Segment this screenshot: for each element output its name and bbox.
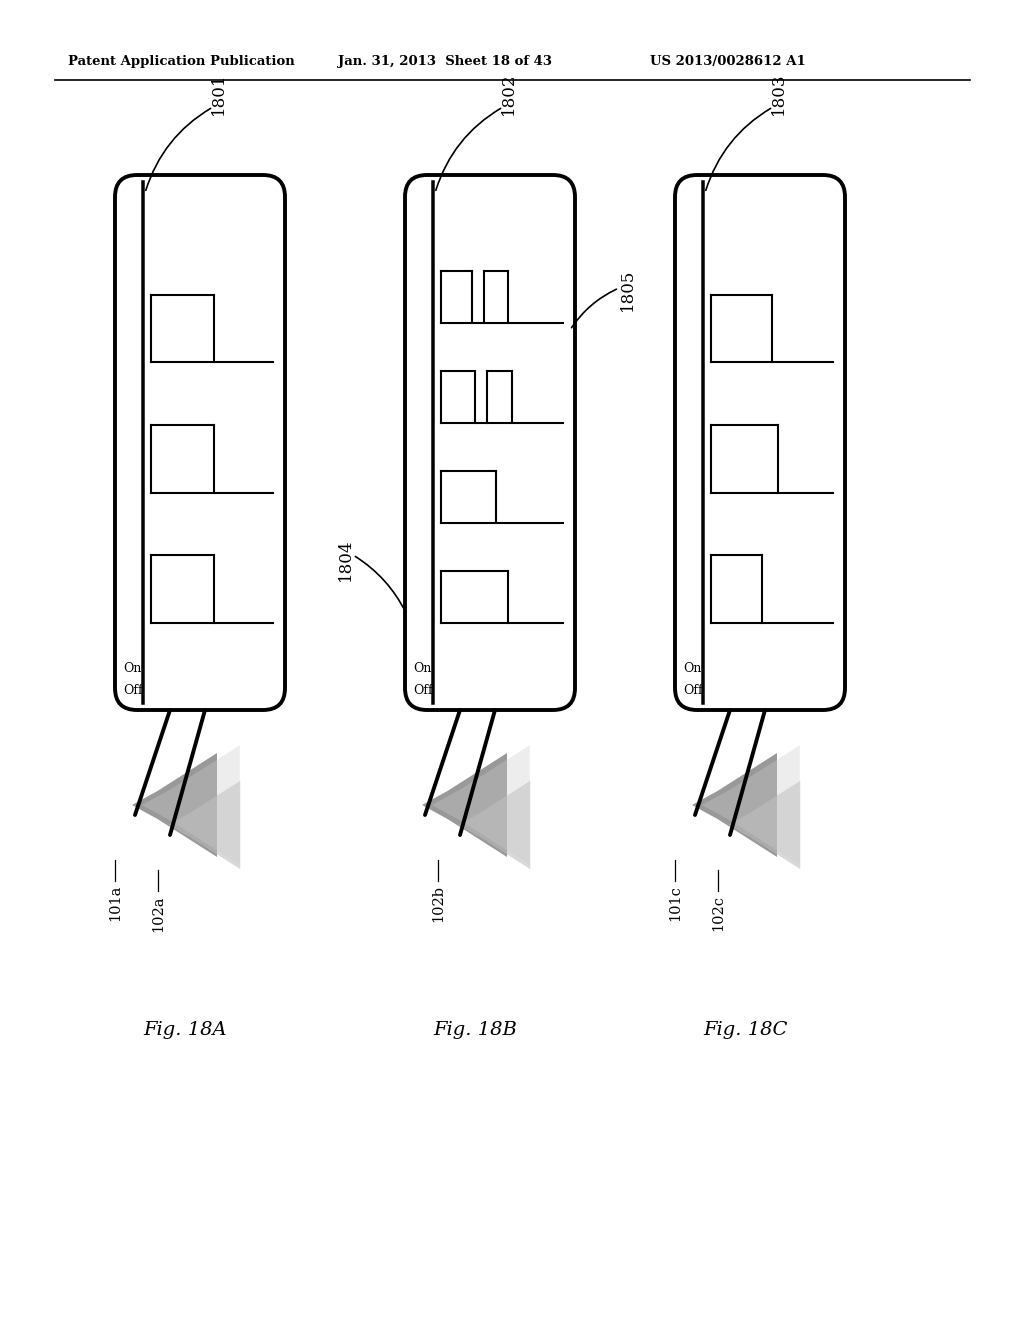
Text: Jan. 31, 2013  Sheet 18 of 43: Jan. 31, 2013 Sheet 18 of 43 [338, 55, 552, 69]
FancyBboxPatch shape [115, 176, 285, 710]
Text: 1801: 1801 [210, 73, 226, 115]
Text: 1803: 1803 [769, 73, 786, 115]
Polygon shape [458, 781, 530, 869]
Text: On: On [123, 661, 141, 675]
Polygon shape [692, 752, 777, 857]
Text: 102c: 102c [711, 895, 725, 931]
Text: 1804: 1804 [337, 539, 353, 581]
Text: 102b: 102b [431, 884, 445, 921]
Polygon shape [432, 746, 529, 865]
Text: Off: Off [123, 684, 142, 697]
Polygon shape [702, 746, 800, 865]
Text: Patent Application Publication: Patent Application Publication [68, 55, 295, 69]
Text: 102a: 102a [151, 895, 165, 932]
Text: 101a: 101a [108, 884, 122, 921]
Polygon shape [422, 752, 507, 857]
Text: Off: Off [413, 684, 432, 697]
Text: Off: Off [683, 684, 702, 697]
Text: 1802: 1802 [500, 73, 516, 115]
Text: 1805: 1805 [618, 269, 636, 312]
Text: US 2013/0028612 A1: US 2013/0028612 A1 [650, 55, 806, 69]
Text: On: On [413, 661, 431, 675]
Text: Fig. 18A: Fig. 18A [143, 1020, 226, 1039]
Polygon shape [728, 781, 800, 869]
Polygon shape [132, 752, 217, 857]
Text: On: On [683, 661, 701, 675]
Polygon shape [168, 781, 241, 869]
Text: 101c: 101c [668, 884, 682, 921]
Polygon shape [142, 746, 240, 865]
Text: Fig. 18C: Fig. 18C [702, 1020, 787, 1039]
FancyBboxPatch shape [675, 176, 845, 710]
FancyBboxPatch shape [406, 176, 575, 710]
Text: Fig. 18B: Fig. 18B [433, 1020, 517, 1039]
